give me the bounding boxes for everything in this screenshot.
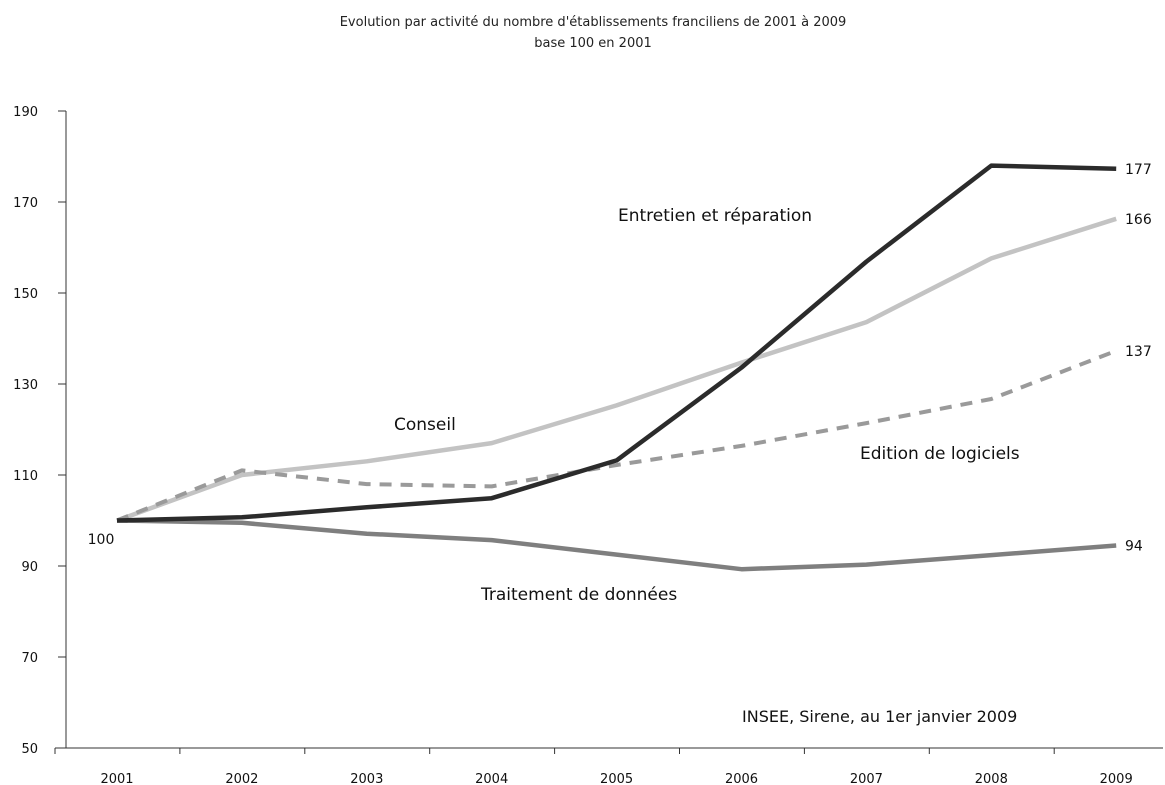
y-tick-label: 90 (21, 560, 38, 575)
series-lines (116, 163, 1117, 572)
series-name-label: Traitement de données (480, 585, 677, 605)
y-tick-label: 150 (13, 287, 38, 302)
series-line-2 (116, 348, 1117, 523)
chart-subtitle: base 100 en 2001 (534, 36, 652, 51)
end-value-label: 177 (1125, 162, 1152, 178)
y-tick-label: 110 (13, 469, 38, 484)
chart-title: Evolution par activité du nombre d'établ… (340, 15, 847, 30)
y-tick-label: 190 (13, 105, 38, 120)
y-tick-label: 70 (21, 651, 38, 666)
start-value-label: 100 (88, 532, 115, 548)
series-name-label: Entretien et réparation (618, 206, 812, 226)
x-tick-label: 2005 (600, 772, 633, 785)
x-tick-label: 2007 (850, 772, 883, 785)
y-tick-label: 50 (21, 742, 38, 757)
series-name-label: Conseil (394, 415, 456, 435)
source-note: INSEE, Sirene, au 1er janvier 2009 (742, 707, 1017, 726)
x-tick-label: 2009 (1100, 772, 1133, 785)
series-labels: 177 166 137 94 100 Entretien et réparation Con… (88, 162, 1152, 605)
end-value-label: 137 (1125, 344, 1152, 360)
series-name-label: Edition de logiciels (860, 444, 1020, 464)
series-line-3 (116, 518, 1117, 572)
x-tick-label: 2003 (350, 772, 383, 785)
y-tick-label: 170 (13, 196, 38, 211)
end-value-label: 166 (1125, 212, 1152, 228)
y-tick-label: 130 (13, 378, 38, 393)
series-line-1 (116, 216, 1117, 523)
x-tick-label: 2008 (975, 772, 1008, 785)
axes: 50 70 90 110 130 150 170 190 2001 2002 2003 2004 200… (13, 105, 1163, 785)
x-tick-label: 2006 (725, 772, 758, 785)
x-tick-label: 2002 (225, 772, 258, 785)
x-tick-label: 2001 (100, 772, 133, 785)
series-line-0 (116, 163, 1117, 523)
x-tick-label: 2004 (475, 772, 508, 785)
end-value-label: 94 (1125, 539, 1143, 555)
